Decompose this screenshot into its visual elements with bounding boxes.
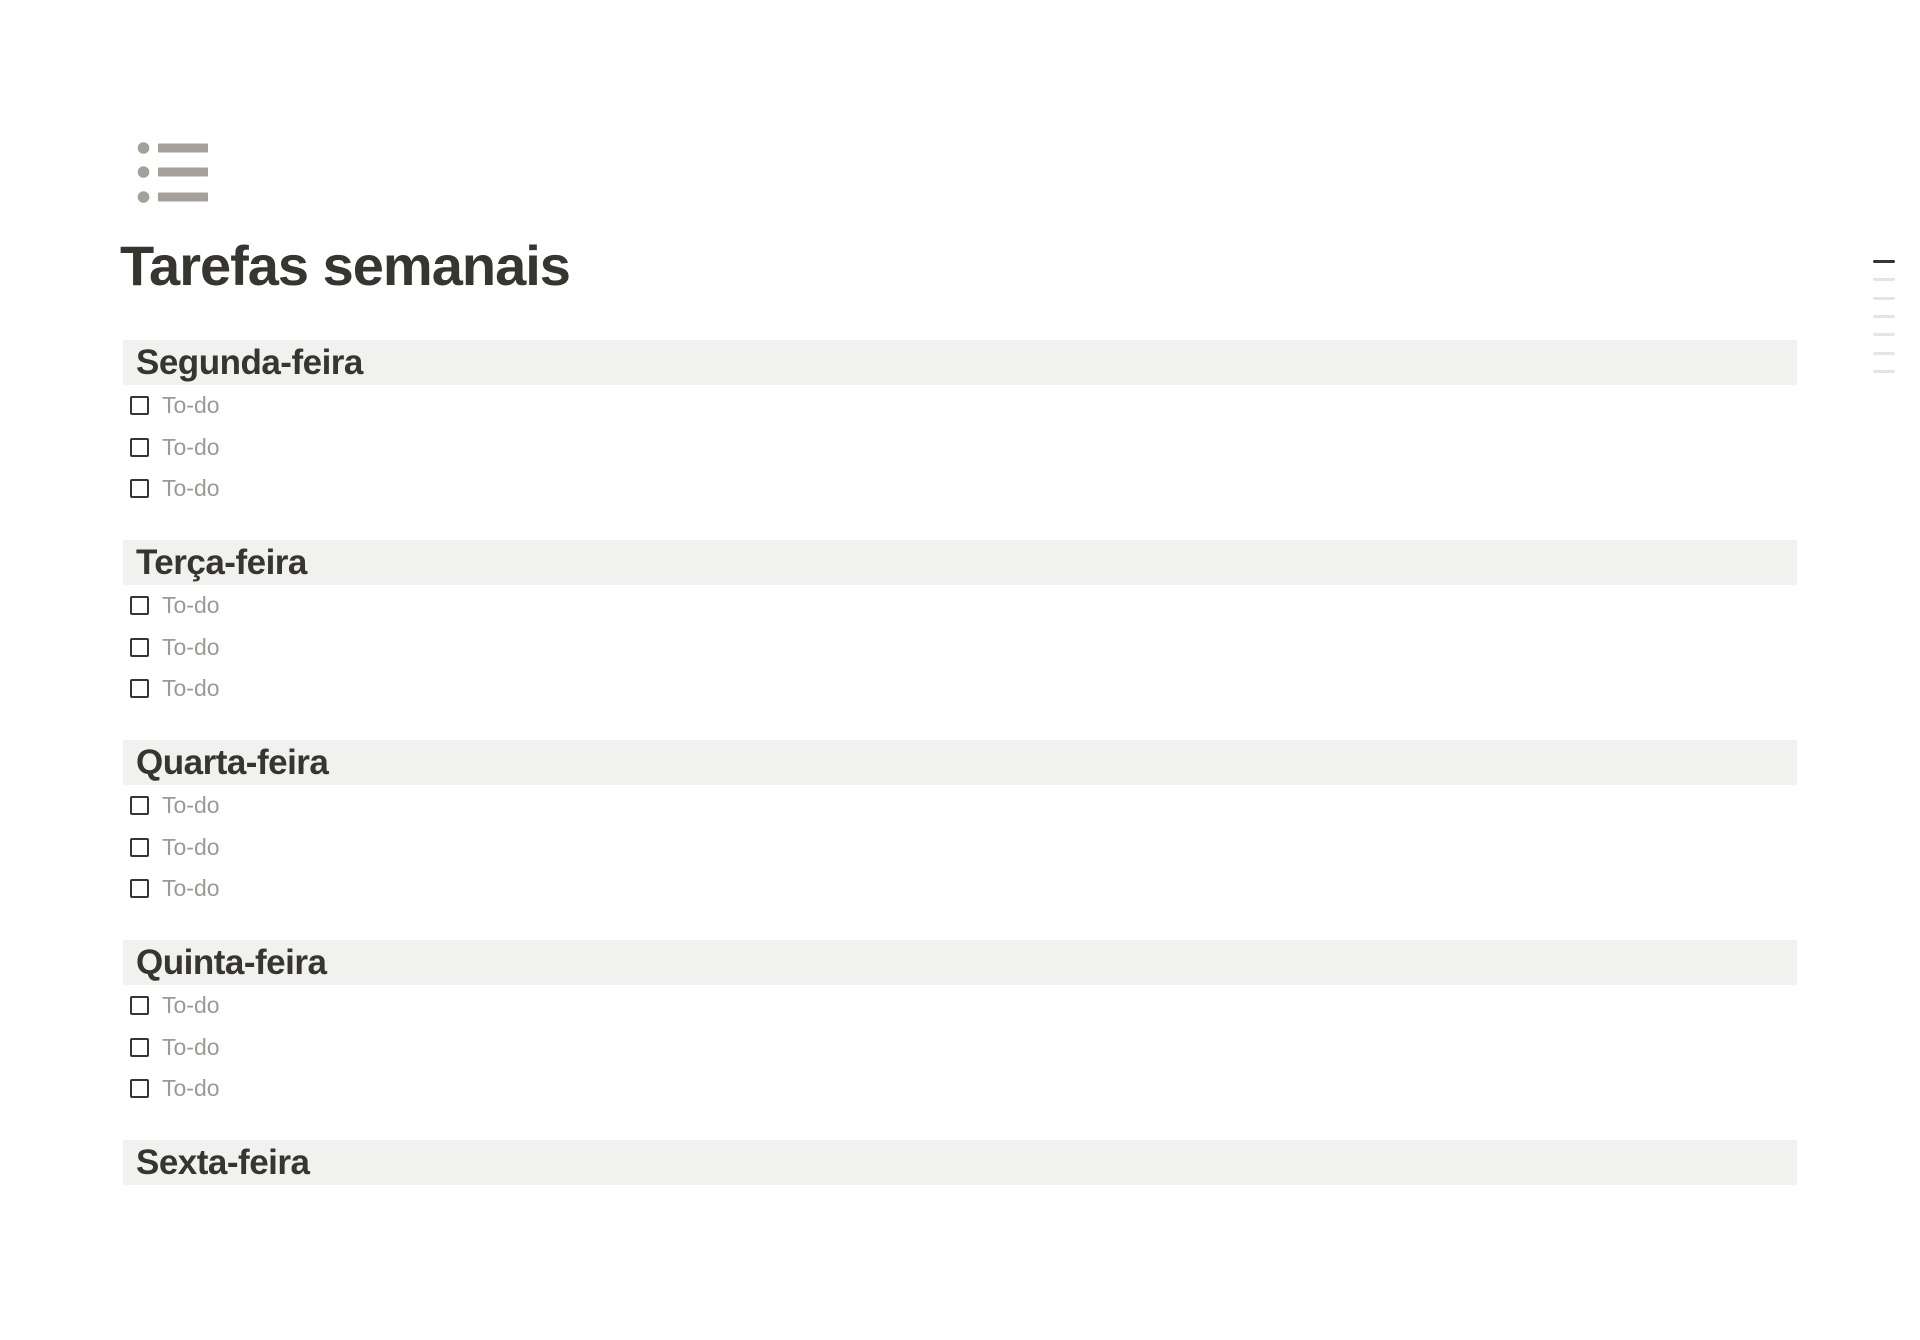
outline-item[interactable] [1873,314,1895,318]
todo-checkbox[interactable] [130,596,149,615]
day-section: Sexta-feira [123,1140,1797,1340]
todo-item: To-do [130,392,220,418]
todo-item: To-do [130,1075,220,1102]
todo-checkbox[interactable] [130,1037,149,1057]
todo-item: To-do [130,433,220,460]
outline-item[interactable] [1873,369,1895,373]
table-of-contents [1873,255,1895,380]
todo-label[interactable]: To-do [162,1033,220,1060]
todo-checkbox[interactable] [130,396,149,415]
todo-label[interactable]: To-do [162,475,220,502]
todo-label[interactable]: To-do [162,433,220,460]
todo-checkbox[interactable] [130,679,149,699]
todo-label[interactable]: To-do [162,633,220,660]
outline-item[interactable] [1873,278,1895,282]
day-section: Quarta-feira To-do To-do To-do [123,740,1797,940]
outline-item[interactable] [1873,296,1895,300]
todo-label[interactable]: To-do [162,875,220,902]
todo-item: To-do [130,833,220,860]
todo-checkbox[interactable] [130,879,149,899]
todo-label[interactable]: To-do [162,675,220,702]
bulleted-list-icon-glyph [137,142,208,203]
page-title[interactable]: Tarefas semanais [120,234,571,297]
todo-label[interactable]: To-do [162,792,220,818]
todo-item: To-do [130,475,220,502]
todo-checkbox[interactable] [130,996,149,1015]
todo-item: To-do [130,992,220,1018]
outline-item[interactable] [1873,260,1895,263]
outline-item[interactable] [1873,351,1895,355]
todo-checkbox[interactable] [130,796,149,815]
section-heading[interactable]: Quarta-feira [123,740,1797,785]
notion-page: { "page": { "icon": "bulleted-list-icon"… [120,140,1895,1185]
todo-item: To-do [130,592,220,618]
outline-item[interactable] [1873,333,1895,337]
todo-label[interactable]: To-do [162,992,220,1018]
todo-label[interactable]: To-do [162,592,220,618]
todo-item: To-do [130,792,220,818]
todo-label[interactable]: To-do [162,833,220,860]
day-section: Quinta-feira To-do To-do To-do [123,940,1797,1140]
todo-item: To-do [130,675,220,702]
todo-label[interactable]: To-do [162,392,220,418]
day-section: Terça-feira To-do To-do To-do [123,540,1797,740]
section-heading[interactable]: Quinta-feira [123,940,1797,985]
todo-checkbox[interactable] [130,637,149,657]
todo-item: To-do [130,875,220,902]
todo-item: To-do [130,1033,220,1060]
section-heading[interactable]: Segunda-feira [123,340,1797,385]
todo-checkbox[interactable] [130,479,149,499]
todo-label[interactable]: To-do [162,1075,220,1102]
section-heading[interactable]: Sexta-feira [123,1140,1797,1185]
todo-item: To-do [130,633,220,660]
todo-checkbox[interactable] [130,437,149,457]
bulleted-list-icon[interactable] [133,140,209,204]
day-section: Segunda-feira To-do To-do To-do [123,340,1797,540]
todo-checkbox[interactable] [130,1079,149,1099]
todo-checkbox[interactable] [130,837,149,857]
section-heading[interactable]: Terça-feira [123,540,1797,585]
